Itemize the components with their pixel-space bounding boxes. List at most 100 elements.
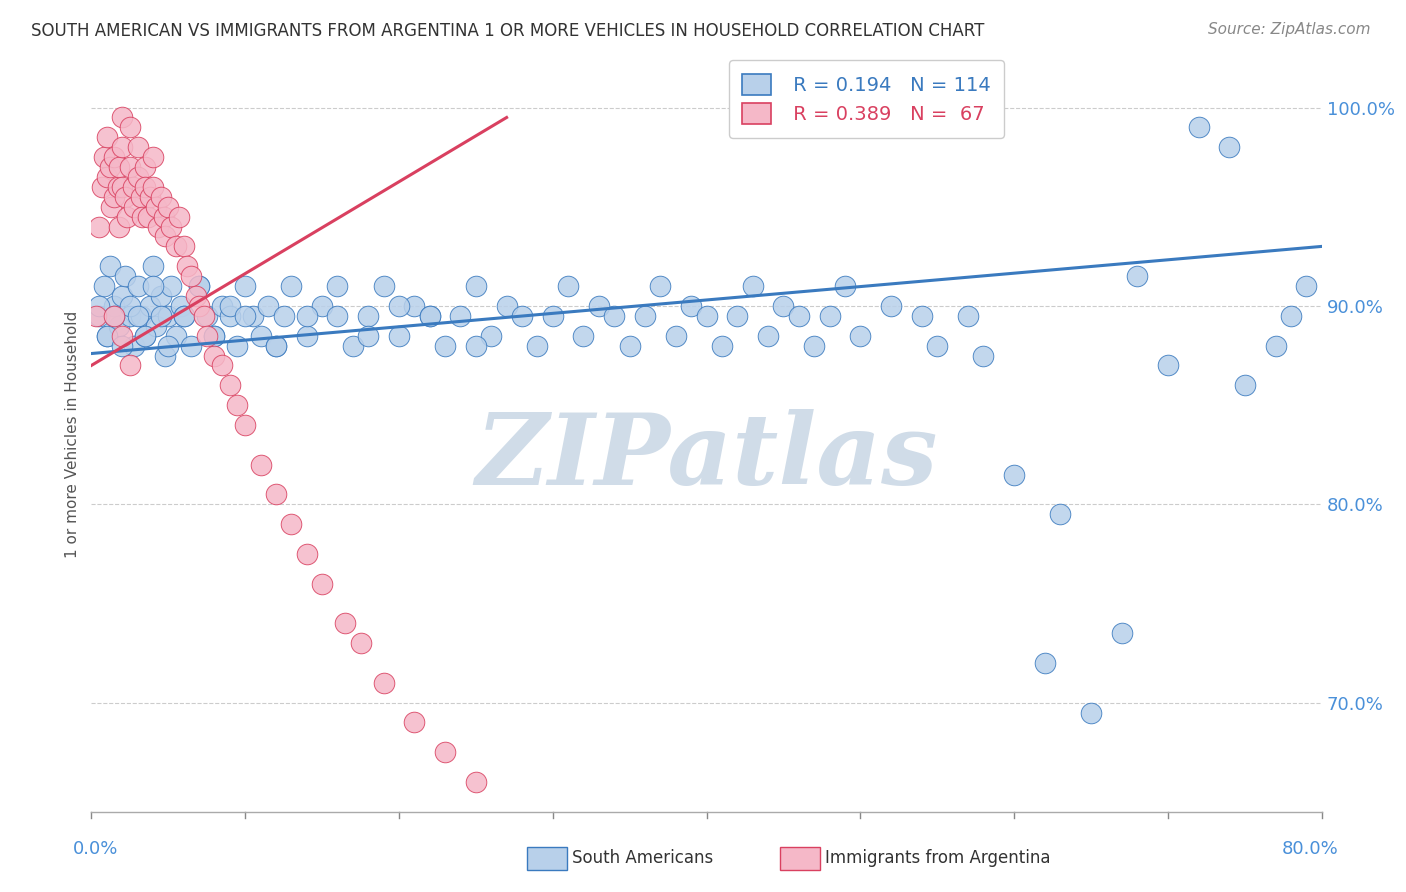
Point	[139, 299, 162, 313]
Point	[96, 130, 118, 145]
Point	[218, 299, 240, 313]
Point	[526, 338, 548, 352]
Point	[1218, 140, 1240, 154]
Point	[103, 309, 125, 323]
Point	[108, 160, 131, 174]
Point	[342, 338, 364, 352]
Point	[153, 229, 177, 244]
Point	[373, 279, 395, 293]
Point	[233, 309, 256, 323]
Point	[176, 259, 198, 273]
Point	[619, 338, 641, 352]
Point	[134, 328, 156, 343]
Point	[188, 279, 211, 293]
Text: SOUTH AMERICAN VS IMMIGRANTS FROM ARGENTINA 1 OR MORE VEHICLES IN HOUSEHOLD CORR: SOUTH AMERICAN VS IMMIGRANTS FROM ARGENT…	[31, 22, 984, 40]
Point	[280, 279, 302, 293]
Point	[84, 309, 107, 323]
Point	[202, 328, 225, 343]
Point	[249, 328, 271, 343]
Point	[388, 328, 411, 343]
Point	[142, 279, 165, 293]
Point	[111, 180, 134, 194]
Point	[111, 289, 134, 303]
Point	[956, 309, 979, 323]
Point	[139, 190, 162, 204]
Text: Immigrants from Argentina: Immigrants from Argentina	[825, 849, 1050, 867]
Point	[127, 279, 149, 293]
Point	[311, 299, 333, 313]
Point	[1111, 626, 1133, 640]
Point	[169, 299, 191, 313]
Point	[96, 169, 118, 184]
Point	[96, 328, 118, 343]
Point	[211, 299, 233, 313]
Point	[1080, 706, 1102, 720]
Point	[557, 279, 579, 293]
Point	[495, 299, 517, 313]
Point	[142, 150, 165, 164]
Point	[152, 210, 174, 224]
Point	[149, 289, 172, 303]
Point	[772, 299, 794, 313]
Point	[1187, 120, 1209, 135]
Y-axis label: 1 or more Vehicles in Household: 1 or more Vehicles in Household	[65, 311, 80, 558]
Point	[103, 299, 125, 313]
Point	[165, 328, 187, 343]
Point	[710, 338, 733, 352]
Point	[111, 140, 134, 154]
Point	[972, 349, 994, 363]
Point	[1033, 656, 1056, 670]
Point	[357, 309, 380, 323]
Point	[911, 309, 934, 323]
Point	[264, 338, 287, 352]
Point	[226, 338, 249, 352]
Point	[96, 328, 118, 343]
Point	[803, 338, 825, 352]
Point	[127, 169, 149, 184]
Point	[142, 180, 165, 194]
Point	[349, 636, 371, 650]
Point	[160, 219, 183, 234]
Point	[145, 318, 167, 333]
Point	[142, 259, 165, 273]
Point	[1279, 309, 1302, 323]
Point	[280, 517, 302, 532]
Point	[146, 219, 169, 234]
Point	[326, 279, 349, 293]
Point	[634, 309, 657, 323]
Point	[834, 279, 856, 293]
Point	[1264, 338, 1286, 352]
Point	[87, 309, 110, 323]
Point	[434, 338, 457, 352]
Point	[118, 160, 141, 174]
Point	[149, 190, 172, 204]
Point	[202, 349, 225, 363]
Point	[122, 180, 145, 194]
Point	[273, 309, 295, 323]
Point	[603, 309, 626, 323]
Point	[665, 328, 688, 343]
Point	[193, 309, 215, 323]
Point	[134, 160, 156, 174]
Point	[111, 328, 134, 343]
Point	[131, 210, 153, 224]
Point	[257, 299, 280, 313]
Point	[233, 279, 256, 293]
Point	[541, 309, 564, 323]
Point	[165, 239, 187, 253]
Point	[1295, 279, 1317, 293]
Point	[849, 328, 872, 343]
Point	[725, 309, 748, 323]
Point	[419, 309, 441, 323]
Point	[173, 309, 195, 323]
Point	[333, 616, 356, 631]
Point	[449, 309, 471, 323]
Point	[93, 150, 115, 164]
Point	[264, 338, 287, 352]
Point	[153, 349, 177, 363]
Point	[134, 328, 156, 343]
Text: ZIPatlas: ZIPatlas	[475, 409, 938, 506]
Point	[129, 309, 152, 323]
Point	[173, 239, 195, 253]
Point	[195, 328, 218, 343]
